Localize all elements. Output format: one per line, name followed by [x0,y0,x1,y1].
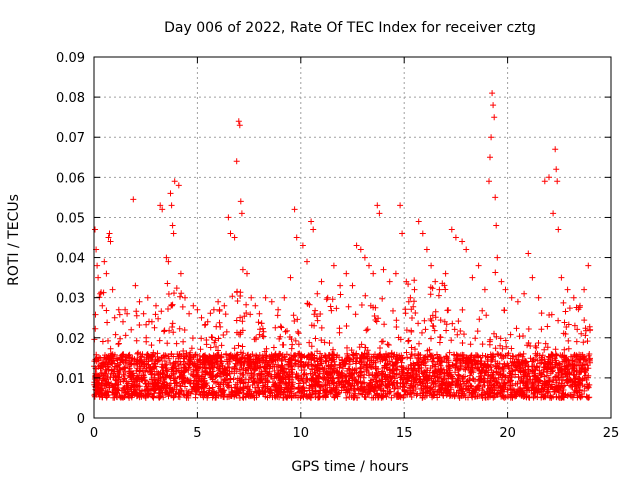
x-tick-label: 5 [193,426,201,441]
x-axis-title: GPS time / hours [291,459,408,475]
y-tick-label: 0.05 [56,211,85,226]
data-points [91,90,594,401]
axis-ticks: 0 5 10 15 20 25 0 0.01 0.02 0.03 0.04 0.05 0.06 0.07 0… [56,51,619,441]
plot-frame [93,56,612,419]
y-tick-label: 0.01 [56,372,85,387]
y-tick-label: 0.03 [56,292,85,307]
y-tick-label: 0.02 [56,332,85,347]
y-tick-label: 0.04 [56,252,85,267]
x-tick-label: 15 [396,426,413,441]
chart-title: Day 006 of 2022, Rate Of TEC Index for r… [164,20,536,36]
y-tick-label: 0 [77,412,85,427]
y-tick-label: 0.07 [56,131,85,146]
y-tick-label: 0.08 [56,91,85,106]
y-tick-label: 0.06 [56,171,85,186]
x-tick-label: 25 [603,426,620,441]
x-tick-label: 0 [90,426,98,441]
y-tick-label: 0.09 [56,51,85,66]
x-tick-label: 20 [499,426,516,441]
x-tick-label: 10 [293,426,310,441]
roti-points [91,90,594,401]
y-axis-title: ROTI / TECUs [6,194,22,286]
